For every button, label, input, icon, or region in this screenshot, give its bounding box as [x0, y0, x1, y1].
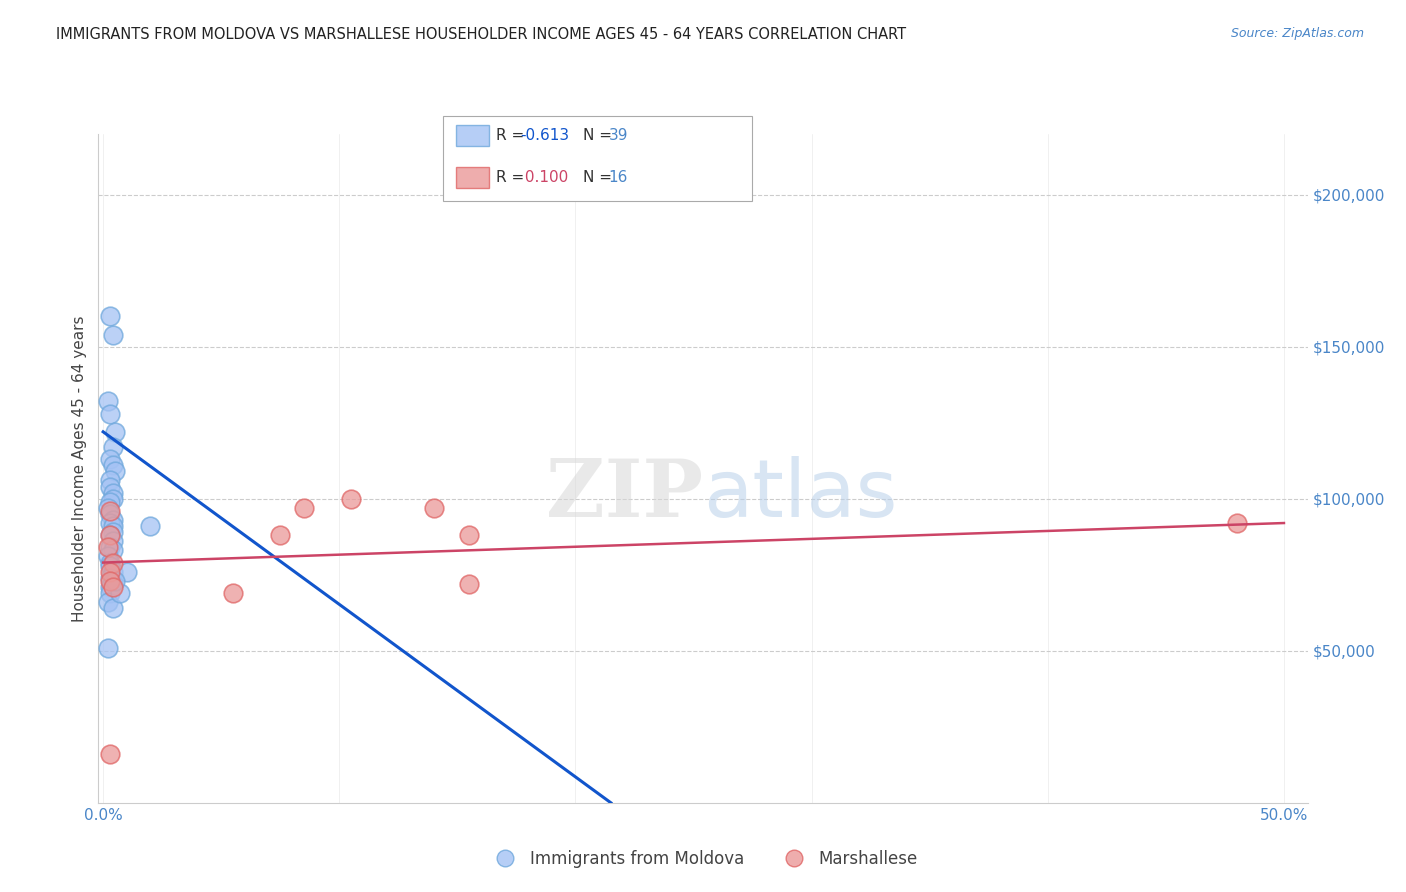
Point: [97, 394, 120, 409]
Point: [115, 565, 138, 579]
Legend: Immigrants from Moldova, Marshallese: Immigrants from Moldova, Marshallese: [481, 844, 925, 875]
Point: [97, 640, 120, 655]
Point: [101, 485, 124, 500]
Point: [98, 528, 121, 542]
Text: Source: ZipAtlas.com: Source: ZipAtlas.com: [1230, 27, 1364, 40]
Point: [101, 458, 124, 473]
Point: [101, 601, 124, 615]
Y-axis label: Householder Income Ages 45 - 64 years: Householder Income Ages 45 - 64 years: [72, 315, 87, 622]
Point: [104, 464, 127, 478]
Text: 39: 39: [609, 128, 628, 143]
Point: [98, 479, 121, 493]
Text: atlas: atlas: [703, 456, 897, 534]
Point: [98, 407, 121, 421]
Point: [340, 491, 363, 506]
Point: [101, 327, 124, 342]
Point: [101, 543, 124, 558]
Text: 0.100: 0.100: [520, 170, 568, 185]
Point: [97, 549, 120, 564]
Point: [97, 595, 120, 609]
Point: [101, 525, 124, 540]
Point: [97, 500, 120, 515]
Point: [101, 513, 124, 527]
Text: ZIP: ZIP: [546, 456, 703, 534]
Text: IMMIGRANTS FROM MOLDOVA VS MARSHALLESE HOUSEHOLDER INCOME AGES 45 - 64 YEARS COR: IMMIGRANTS FROM MOLDOVA VS MARSHALLESE H…: [56, 27, 907, 42]
Point: [98, 507, 121, 521]
Point: [101, 491, 124, 506]
Point: [98, 747, 121, 761]
Point: [101, 440, 124, 454]
Point: [292, 500, 315, 515]
Point: [98, 452, 121, 467]
Text: R =: R =: [496, 170, 530, 185]
Point: [101, 519, 124, 533]
Point: [98, 541, 121, 555]
Text: R =: R =: [496, 128, 530, 143]
Point: [98, 310, 121, 324]
Point: [458, 528, 481, 542]
Point: [1226, 516, 1249, 530]
Point: [98, 516, 121, 530]
Point: [98, 574, 121, 588]
Point: [98, 528, 121, 542]
Point: [423, 500, 446, 515]
Point: [97, 541, 120, 555]
Point: [98, 558, 121, 573]
Point: [98, 494, 121, 508]
Point: [101, 574, 124, 588]
Point: [98, 474, 121, 488]
Point: [104, 425, 127, 439]
Point: [269, 528, 291, 542]
Text: 16: 16: [609, 170, 628, 185]
Text: -0.613: -0.613: [520, 128, 569, 143]
Point: [98, 504, 121, 518]
Point: [139, 519, 162, 533]
Point: [104, 574, 127, 588]
Point: [101, 534, 124, 549]
Point: [98, 571, 121, 585]
Point: [101, 565, 124, 579]
Point: [101, 580, 124, 594]
Point: [222, 586, 245, 600]
Point: [458, 577, 481, 591]
Point: [98, 580, 121, 594]
Point: [98, 556, 121, 570]
Point: [98, 565, 121, 579]
Point: [101, 556, 124, 570]
Text: N =: N =: [583, 170, 617, 185]
Text: N =: N =: [583, 128, 617, 143]
Point: [108, 586, 131, 600]
Point: [98, 586, 121, 600]
